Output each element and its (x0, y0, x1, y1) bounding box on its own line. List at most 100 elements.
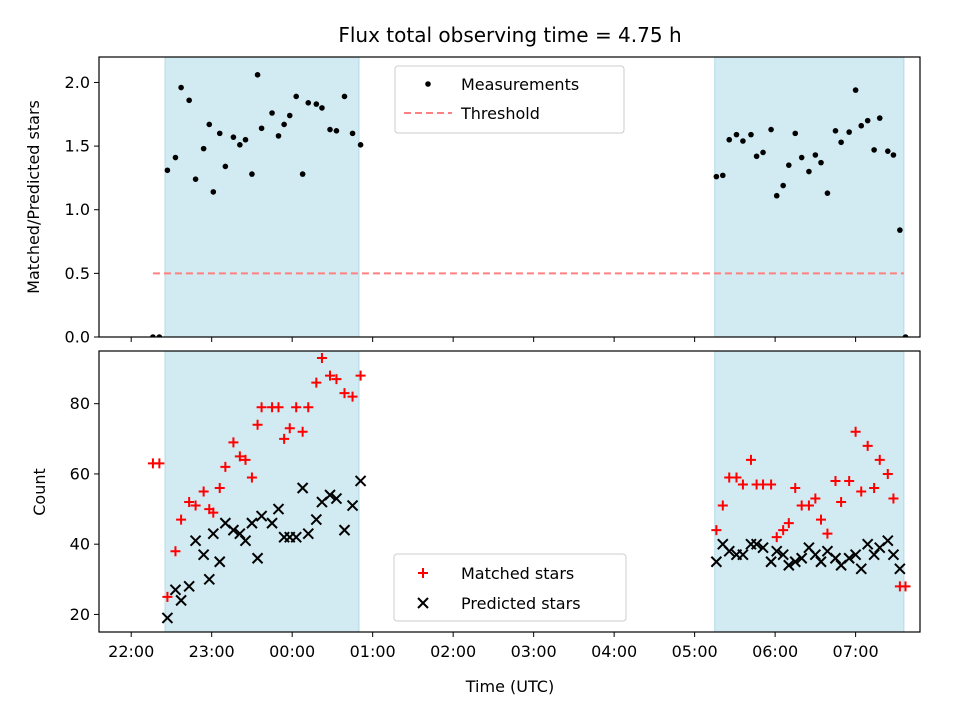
predicted-stars-point (246, 517, 258, 529)
matched-stars-point (297, 426, 308, 437)
predicted-stars-point (227, 524, 240, 536)
matched-stars-point (256, 402, 267, 413)
legend-matched-label: Matched stars (461, 564, 574, 583)
predicted-stars-point (750, 538, 763, 550)
x-tick-label: 03:00 (511, 642, 557, 661)
predicted-stars-point (777, 549, 789, 561)
matched-stars-point (869, 482, 880, 493)
y-tick-label: 0.0 (65, 328, 90, 347)
matched-stars-point (234, 451, 245, 462)
measurement-point (890, 152, 897, 158)
matched-stars-point (316, 353, 327, 364)
matched-stars-point (190, 500, 201, 511)
matched-stars-point (170, 546, 181, 557)
measurement-point (200, 145, 207, 152)
matched-stars-point (273, 402, 284, 413)
predicted-stars-point (197, 549, 210, 561)
measurement-point (275, 133, 282, 139)
measurement-point (286, 112, 293, 119)
x-tick-label: 02:00 (430, 642, 476, 661)
measurement-point (876, 115, 883, 121)
legend-box (394, 65, 625, 134)
predicted-stars-point (183, 580, 195, 593)
predicted-stars-point (207, 527, 220, 540)
predicted-stars-point (737, 549, 749, 561)
measurement-point (748, 131, 754, 138)
measurement-point (806, 168, 812, 175)
predicted-stars-point (843, 552, 855, 564)
measurement-point (858, 122, 865, 129)
measurement-point (299, 171, 306, 177)
predicted-stars-point (324, 489, 336, 501)
matched-stars-point (874, 454, 885, 465)
matched-stars-point (154, 458, 165, 469)
matched-stars-point (355, 370, 366, 381)
measurement-point (319, 105, 325, 111)
matched-stars-point (311, 377, 322, 388)
legend-box (393, 553, 627, 622)
predicted-stars-point (849, 549, 862, 561)
measurement-point (740, 138, 746, 144)
matched-stars-point (347, 391, 358, 402)
observing-window-shade (164, 351, 360, 632)
matched-stars-point (815, 514, 826, 525)
measurement-point (150, 334, 156, 337)
x-tick-label: 05:00 (672, 642, 718, 661)
matched-stars-point (291, 402, 302, 413)
measurement-point (812, 152, 819, 158)
predicted-stars-point (169, 584, 182, 596)
observing-window-shade (714, 351, 905, 632)
matched-stars-point (339, 388, 350, 399)
measurement-point (773, 192, 780, 199)
matched-stars-point (771, 532, 782, 543)
matched-stars-point (303, 402, 314, 413)
measurement-point (885, 148, 891, 154)
matched-stars-point (856, 486, 867, 497)
matched-stars-point (783, 518, 794, 529)
matched-stars-point (279, 433, 290, 444)
measurement-point (786, 162, 792, 168)
matched-stars-point (850, 426, 861, 437)
predicted-stars-point (203, 573, 215, 586)
legend-matched-marker (418, 568, 428, 578)
measurement-point (768, 126, 774, 133)
matched-stars-point (778, 525, 789, 536)
bottom-y-axis-label: Count (30, 468, 49, 516)
measurement-point (357, 142, 364, 148)
predicted-stars-point (330, 492, 343, 505)
matched-stars-point (711, 525, 722, 536)
predicted-stars-point (882, 534, 894, 547)
matched-stars-point (240, 454, 251, 465)
predicted-stars-point (861, 538, 874, 550)
plot-area (147, 351, 911, 632)
measurement-point (733, 131, 740, 138)
measurement-point (210, 189, 217, 195)
measurement-point (269, 110, 275, 116)
matched-stars-point (737, 479, 748, 490)
observing-window-shade (164, 57, 360, 337)
matched-stars-point (830, 475, 841, 486)
predicted-stars-point (175, 594, 187, 607)
measurement-point (902, 334, 909, 337)
y-tick-label: 80 (70, 394, 90, 413)
predicted-stars-point (251, 552, 264, 564)
matched-stars-point (331, 374, 342, 385)
measurement-point (156, 334, 163, 337)
matched-stars-point (284, 423, 295, 434)
x-tick-label: 06:00 (752, 642, 798, 661)
measurement-point (792, 130, 799, 137)
matched-stars-point (766, 479, 777, 490)
predicted-stars-point (214, 556, 226, 568)
x-axis-label: Time (UTC) (465, 677, 554, 696)
matched-stars-point (882, 468, 893, 479)
matched-stars-point (862, 440, 873, 451)
y-tick-label: 1.0 (65, 200, 90, 219)
measurement-point (293, 93, 300, 100)
measurement-point (753, 153, 760, 160)
observing-window-shade (714, 57, 905, 337)
measurement-point (341, 93, 348, 100)
measurement-point (254, 72, 261, 78)
predicted-stars-point (710, 556, 723, 568)
predicted-stars-point (354, 475, 367, 487)
